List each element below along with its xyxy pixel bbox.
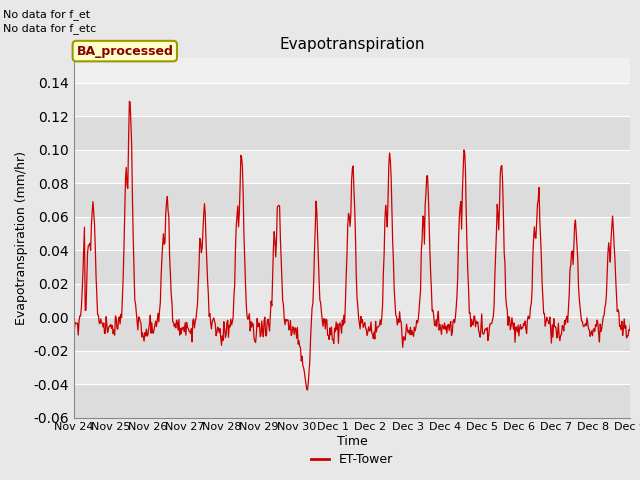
Y-axis label: Evapotranspiration (mm/hr): Evapotranspiration (mm/hr) (15, 151, 28, 324)
Bar (74, 384, 630, 418)
Bar (74, 284, 630, 317)
Bar (74, 183, 630, 216)
Bar (74, 350, 630, 384)
Text: BA_processed: BA_processed (76, 45, 173, 58)
X-axis label: Time: Time (337, 435, 367, 448)
Title: Evapotranspiration: Evapotranspiration (279, 37, 425, 52)
Bar (74, 83, 630, 116)
Text: No data for f_et: No data for f_et (3, 9, 90, 20)
Bar (74, 150, 630, 183)
Bar (74, 250, 630, 284)
Bar (74, 317, 630, 350)
Legend: ET-Tower: ET-Tower (305, 448, 399, 471)
Bar (74, 216, 630, 250)
Text: No data for f_etc: No data for f_etc (3, 23, 97, 34)
Bar (74, 116, 630, 150)
